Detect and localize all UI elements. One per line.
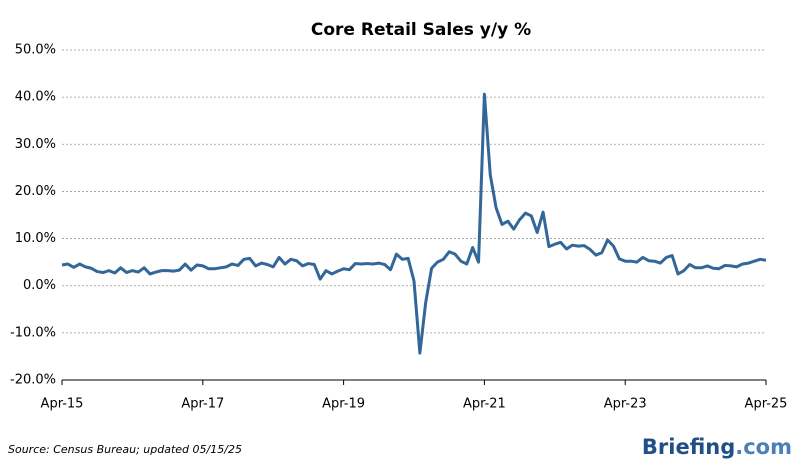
y-tick-label: 20.0% bbox=[15, 184, 56, 199]
chart-title: Core Retail Sales y/y % bbox=[311, 20, 531, 40]
logo: Briefing.com bbox=[642, 435, 792, 459]
logo-domain: .com bbox=[735, 435, 792, 459]
x-tick-label: Apr-25 bbox=[745, 397, 788, 412]
x-tick-label: Apr-21 bbox=[463, 397, 506, 412]
y-tick-label: 30.0% bbox=[15, 137, 56, 152]
x-tick-label: Apr-19 bbox=[322, 397, 365, 412]
y-tick-label: 10.0% bbox=[15, 231, 56, 246]
y-tick-label: 0.0% bbox=[23, 278, 56, 293]
x-tick-label: Apr-15 bbox=[41, 397, 84, 412]
x-tick-label: Apr-23 bbox=[604, 397, 647, 412]
data-line bbox=[61, 92, 767, 355]
y-tick-label: -10.0% bbox=[10, 325, 56, 340]
y-tick-label: 50.0% bbox=[15, 43, 56, 58]
source-note: Source: Census Bureau; updated 05/15/25 bbox=[8, 443, 242, 456]
y-tick-label: 40.0% bbox=[15, 90, 56, 105]
logo-brand: Briefing bbox=[642, 435, 735, 459]
x-tick-label: Apr-17 bbox=[181, 397, 224, 412]
y-tick-label: -20.0% bbox=[10, 373, 56, 388]
